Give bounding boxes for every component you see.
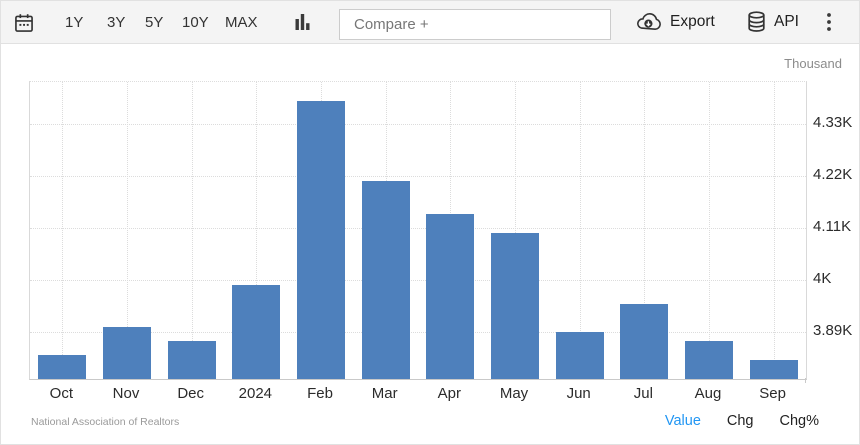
column-chart-icon xyxy=(295,14,310,30)
bar-aug[interactable] xyxy=(685,341,733,379)
v-gridline xyxy=(709,82,710,379)
export-label: Export xyxy=(670,13,715,30)
export-button[interactable]: Export xyxy=(631,1,719,43)
h-gridline xyxy=(30,228,806,230)
bar-may[interactable] xyxy=(491,232,539,379)
plot-area[interactable] xyxy=(29,81,807,380)
api-button[interactable]: API xyxy=(743,1,803,43)
chg-percent-link[interactable]: Chg% xyxy=(779,413,820,429)
y-tick-label: 4K xyxy=(813,270,832,287)
range-label: MAX xyxy=(225,13,258,31)
bar-2024[interactable] xyxy=(232,284,281,379)
y-tick-label: 3.89K xyxy=(813,321,853,339)
range-label: 10Y xyxy=(182,13,209,31)
v-gridline xyxy=(191,82,193,379)
cloud-download-icon xyxy=(637,12,661,30)
bar-jun[interactable] xyxy=(555,331,604,379)
api-label: API xyxy=(774,13,799,30)
y-tick-label: 4.33K xyxy=(813,114,853,132)
v-gridline xyxy=(256,82,258,379)
v-gridline xyxy=(62,82,64,379)
bar-dec[interactable] xyxy=(167,341,216,379)
range-label: 3Y xyxy=(107,13,126,31)
h-gridline xyxy=(30,176,806,178)
bar-jul[interactable] xyxy=(620,303,669,379)
x-tick-label: 2024 xyxy=(238,385,273,402)
v-gridline xyxy=(515,82,516,379)
range-label: 1Y xyxy=(65,13,84,31)
database-icon xyxy=(748,11,765,32)
x-tick-label: Feb xyxy=(307,385,333,402)
calendar-range-icon xyxy=(15,14,33,32)
bar-nov[interactable] xyxy=(103,327,151,379)
more-options-button[interactable] xyxy=(817,1,841,43)
x-tick-label: Jun xyxy=(566,385,591,402)
x-tick-label: Jul xyxy=(633,385,653,402)
value-link[interactable]: Value xyxy=(664,413,701,429)
chg-link[interactable]: Chg xyxy=(726,413,754,429)
bar-mar[interactable] xyxy=(361,181,410,379)
range-button-max[interactable]: MAX xyxy=(221,1,262,43)
v-gridline xyxy=(127,82,128,379)
chart-type-button[interactable] xyxy=(291,1,314,43)
x-tick-label: Apr xyxy=(437,385,461,402)
range-button-3y[interactable]: 3Y xyxy=(103,1,129,43)
x-tick-label: Sep xyxy=(759,385,786,402)
range-button-5y[interactable]: 5Y xyxy=(141,1,167,43)
x-tick-label: Aug xyxy=(694,385,722,402)
x-tick-label: Dec xyxy=(177,385,204,402)
x-axis-end-tick xyxy=(805,378,806,383)
calendar-button[interactable] xyxy=(9,9,39,37)
x-tick-label: Oct xyxy=(49,385,73,402)
bar-oct[interactable] xyxy=(38,355,87,379)
y-tick-label: 4.22K xyxy=(813,166,853,184)
y-tick-label: 4.11K xyxy=(813,218,852,236)
compare-input[interactable] xyxy=(339,9,611,40)
y-axis-unit-label: Thousand xyxy=(784,56,842,71)
x-tick-label: May xyxy=(499,385,529,402)
bar-sep[interactable] xyxy=(749,360,798,379)
chart-card: Thousand National Association of Realtor… xyxy=(0,44,860,445)
v-gridline xyxy=(644,82,646,379)
h-gridline xyxy=(30,124,806,126)
kebab-menu-icon xyxy=(827,13,831,31)
h-gridline xyxy=(30,280,806,281)
range-label: 5Y xyxy=(145,13,164,31)
range-button-10y[interactable]: 10Y xyxy=(178,1,213,43)
chart-toolbar: 1Y 3Y 5Y 10Y MAX Export API xyxy=(0,0,860,44)
footer-links: Value Chg Chg% xyxy=(665,413,819,429)
range-button-1y[interactable]: 1Y xyxy=(61,1,87,43)
h-gridline xyxy=(30,331,806,333)
x-tick-label: Mar xyxy=(371,385,398,402)
source-label: National Association of Realtors xyxy=(31,416,180,428)
x-tick-label: Nov xyxy=(112,385,140,402)
bar-apr[interactable] xyxy=(426,214,475,379)
v-gridline xyxy=(773,82,775,379)
bar-feb[interactable] xyxy=(297,100,345,379)
v-gridline xyxy=(579,82,581,379)
